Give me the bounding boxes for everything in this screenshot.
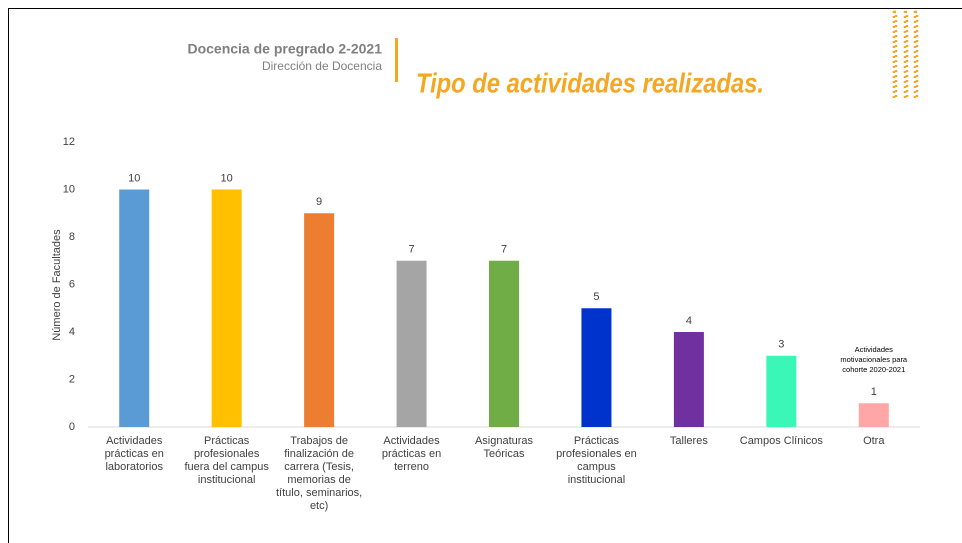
value-label: 4: [686, 315, 692, 327]
value-label: 7: [501, 244, 507, 256]
y-tick-label: 2: [69, 373, 75, 385]
y-tick-label: 12: [63, 136, 75, 148]
value-label: 5: [593, 291, 599, 303]
x-tick-label: Campos Clínicos: [739, 435, 823, 447]
y-tick-label: 0: [69, 421, 75, 433]
value-label: 1: [871, 386, 877, 398]
bar: [858, 403, 889, 427]
bar: [581, 308, 612, 427]
x-tick-label: Prácticas profesionales en campus instit…: [556, 435, 637, 486]
y-tick-label: 8: [69, 231, 75, 243]
bar: [304, 213, 335, 427]
bar: [766, 355, 797, 427]
value-label: 10: [221, 172, 233, 184]
header-subtitle: Dirección de Docencia: [262, 59, 382, 73]
header-title: Docencia de pregrado 2-2021: [187, 41, 382, 57]
bar: [119, 189, 150, 427]
x-tick-label: Talleres: [669, 435, 708, 447]
bar: [396, 260, 427, 427]
y-tick-label: 6: [69, 278, 75, 290]
slide-border: [8, 8, 962, 543]
bar: [211, 189, 242, 427]
x-tick-label: Otra: [863, 435, 885, 447]
x-tick-label: Asignaturas Teóricas: [474, 435, 534, 460]
value-label: 9: [316, 196, 322, 208]
x-tick-label: Trabajos de finalización de carrera (Tes…: [276, 435, 363, 512]
y-tick-label: 10: [63, 183, 75, 195]
divider: [395, 38, 398, 82]
x-tick-label: Actividades prácticas en terreno: [381, 435, 442, 473]
y-tick-label: 4: [69, 326, 75, 338]
x-tick-label: Actividades prácticas en laboratorios: [104, 435, 164, 473]
dot-pattern: [892, 10, 919, 100]
bar: [673, 332, 704, 427]
chart-title: Tipo de actividades realizadas.: [416, 67, 764, 98]
x-tick-label: Prácticas profesionales fuera del campus…: [184, 435, 269, 486]
value-label: 3: [778, 339, 784, 351]
value-label: 7: [408, 244, 414, 256]
annotation: Actividades motivacionales para cohorte …: [840, 345, 908, 375]
y-axis-label: Número de Facultades: [51, 229, 63, 341]
bar: [489, 260, 519, 427]
value-label: 10: [128, 172, 140, 184]
